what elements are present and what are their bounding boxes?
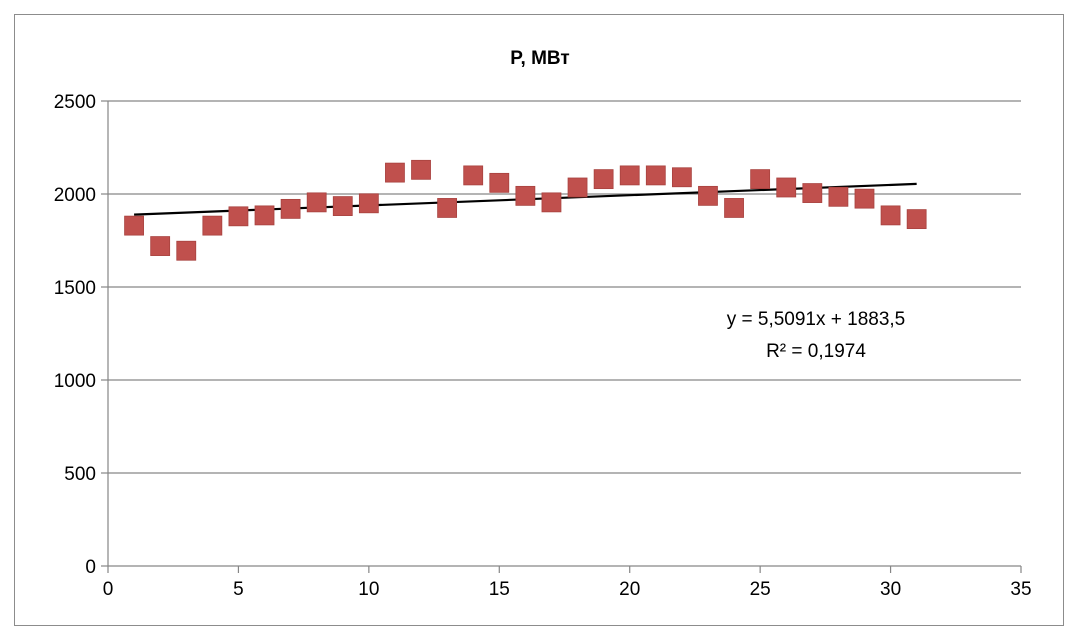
axes [101, 100, 1022, 573]
data-point [254, 205, 275, 226]
y-tick-label: 2500 [54, 92, 96, 113]
x-tick-label: 15 [489, 579, 510, 600]
trendline-r2: R² = 0,1974 [766, 341, 866, 362]
scatter-chart: 0 500 1000 1500 2000 2500 0 5 10 15 20 25 30 35 P, МВ… [54, 48, 1032, 600]
data-point [280, 198, 301, 219]
data-point [619, 165, 640, 186]
data-point [202, 215, 223, 236]
data-point [358, 193, 379, 214]
data-point [150, 236, 171, 256]
x-tick-label: 0 [103, 579, 114, 600]
data-point [228, 206, 249, 227]
data-point [541, 192, 562, 213]
y-tick-label: 0 [85, 557, 96, 578]
chart-title: P, МВт [510, 48, 569, 69]
data-point [124, 215, 144, 236]
data-point [854, 188, 875, 209]
x-tick-label: 20 [619, 579, 640, 600]
y-tick-label: 500 [64, 464, 96, 485]
data-point [802, 183, 823, 203]
y-tick-label: 1500 [54, 278, 96, 299]
x-tick-label: 30 [880, 579, 901, 600]
data-point [776, 177, 797, 198]
y-tick-label: 2000 [54, 185, 96, 206]
data-point [176, 240, 197, 261]
data-point [750, 169, 771, 190]
data-point [306, 192, 327, 213]
data-point [698, 185, 718, 206]
data-point [332, 196, 353, 216]
data-point [724, 198, 744, 218]
data-point [489, 172, 510, 193]
data-point [567, 177, 588, 198]
data-points [124, 159, 927, 261]
data-point [906, 209, 927, 230]
data-point [880, 205, 901, 226]
data-point [463, 165, 484, 186]
trendline-equation: y = 5,5091x + 1883,5 [727, 309, 906, 330]
x-tick-label: 25 [750, 579, 771, 600]
gridlines [108, 100, 1021, 474]
data-point [515, 185, 536, 206]
y-tick-label: 1000 [54, 371, 96, 392]
data-point [671, 167, 692, 188]
data-point [385, 162, 405, 183]
x-tick-label: 5 [233, 579, 244, 600]
x-tick-label: 10 [358, 579, 379, 600]
data-point [411, 159, 431, 180]
data-point [593, 169, 614, 190]
data-point [645, 165, 666, 186]
data-point [437, 198, 458, 218]
tick-labels: 0 500 1000 1500 2000 2500 0 5 10 15 20 25 30 35 [54, 92, 1032, 600]
chart-frame: 0 500 1000 1500 2000 2500 0 5 10 15 20 25 30 35 P, МВ… [14, 14, 1064, 626]
x-tick-label: 35 [1010, 579, 1031, 600]
data-point [828, 186, 849, 207]
